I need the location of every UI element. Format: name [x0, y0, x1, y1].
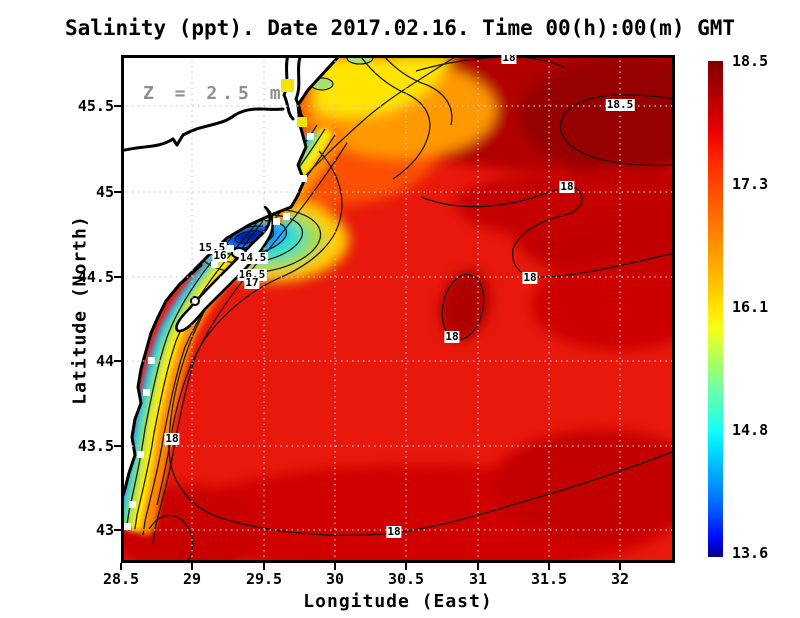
y-tick-label: 43 [95, 521, 114, 539]
masked-cells [124, 133, 314, 530]
colorbar-label: 14.8 [732, 421, 769, 439]
x-axis-title: Longitude (East) [303, 591, 493, 612]
x-tick-label: 29 [182, 570, 202, 588]
x-tick-label: 30 [325, 570, 345, 588]
delta-cells [281, 79, 307, 127]
x-tick-label: 31 [468, 570, 488, 588]
map-plot-area: Z = 2.5 m 15.5 16 14.5 16.5 17 18 18 18 … [121, 55, 675, 563]
x-tick-label: 31.5 [530, 570, 568, 588]
depth-annotation: Z = 2.5 m [143, 83, 286, 104]
colorbar-label: 17.3 [732, 175, 769, 193]
y-tickmark [114, 105, 121, 107]
contour-label: 14.5 [238, 251, 268, 264]
figure-title: Salinity (ppt). Date 2017.02.16. Time 00… [64, 16, 736, 40]
contour-label: 18 [444, 330, 460, 343]
y-tickmark [114, 276, 121, 278]
y-tickmark [114, 445, 121, 447]
colorbar-label: 18.5 [732, 52, 769, 70]
coastline-detail [121, 55, 307, 287]
y-tickmark [114, 360, 121, 362]
contour-label: 17 [244, 276, 260, 289]
contour-label: 18 [522, 271, 538, 284]
contour-label: 18 [501, 55, 517, 64]
y-tick-label: 45 [95, 183, 114, 201]
x-tickmark [334, 563, 336, 570]
colorbar-label: 13.6 [732, 544, 769, 562]
plot-frame [121, 55, 675, 563]
x-tick-label: 28.5 [102, 570, 140, 588]
x-tickmark [477, 563, 479, 570]
colorbar-label: 16.1 [732, 298, 769, 316]
x-tick-label: 29.5 [245, 570, 283, 588]
contour-label: 18.5 [605, 98, 635, 111]
salinity-contour-map [121, 55, 675, 563]
contour-label: 18 [559, 180, 575, 193]
contour-label: 18 [164, 432, 180, 445]
x-tickmark [405, 563, 407, 570]
x-tickmark [548, 563, 550, 570]
graticule [121, 55, 675, 563]
x-tick-label: 30.5 [387, 570, 425, 588]
y-tick-label: 45.5 [77, 97, 114, 115]
contour-label: 16 [212, 249, 228, 262]
y-axis-title: Latitude (North) [69, 215, 91, 405]
y-tick-label: 43.5 [77, 437, 114, 455]
x-tickmark [120, 563, 122, 570]
y-tick-label: 44 [95, 352, 114, 370]
colorbar [708, 61, 723, 557]
y-tick-label: 44.5 [77, 268, 114, 286]
y-tickmark [114, 191, 121, 193]
x-tickmark [619, 563, 621, 570]
y-tickmark [114, 529, 121, 531]
x-tickmark [263, 563, 265, 570]
x-tickmark [191, 563, 193, 570]
x-tick-label: 32 [610, 570, 630, 588]
contour-label: 18 [386, 525, 402, 538]
